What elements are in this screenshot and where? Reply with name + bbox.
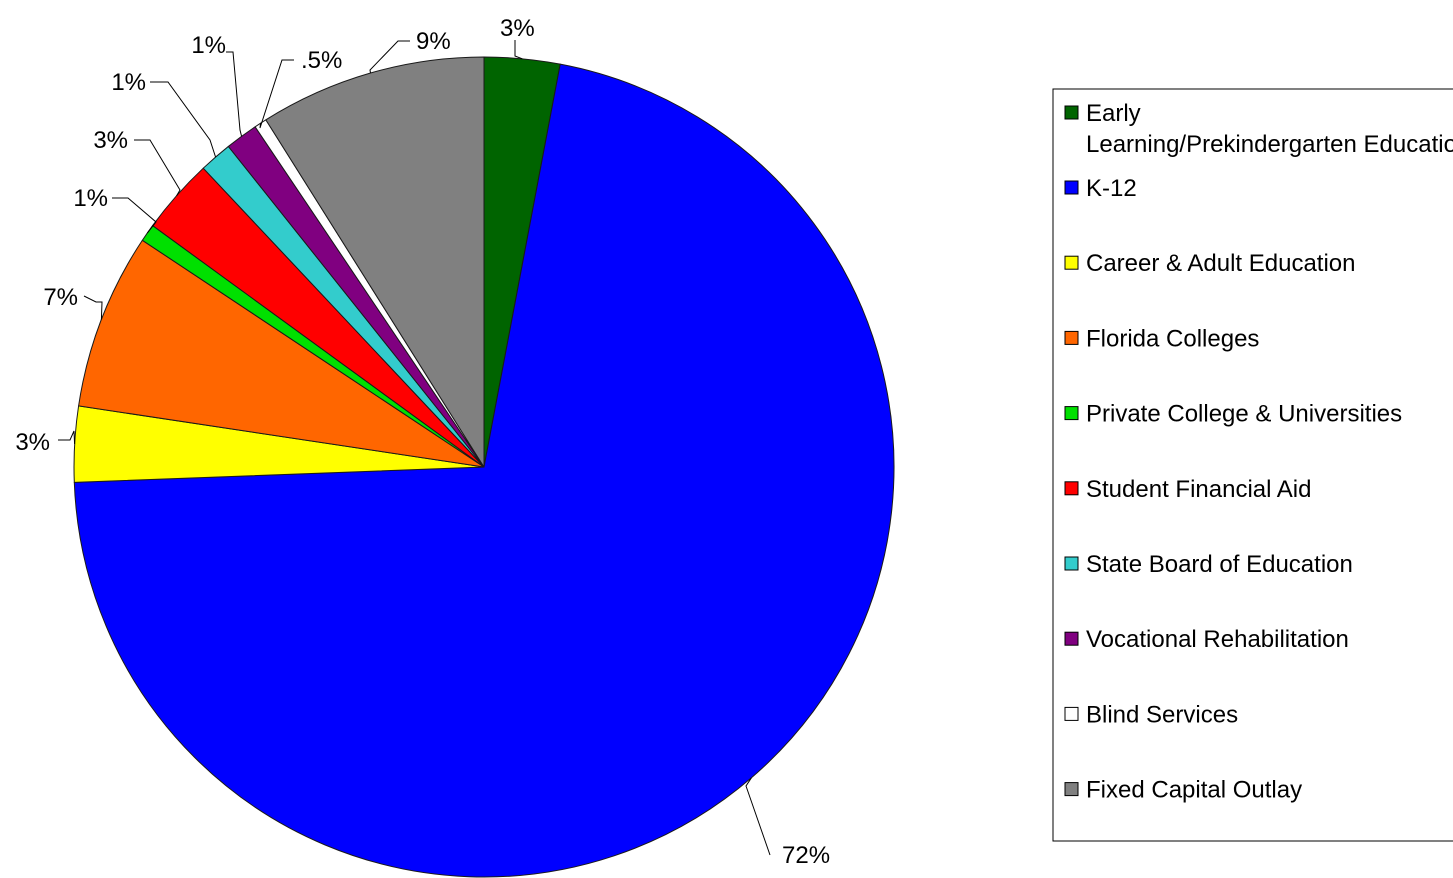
legend-swatch-vocational-rehabilitation — [1064, 631, 1079, 646]
legend-swatch-florida-colleges — [1064, 330, 1079, 345]
data-label-early-learning-prekindergarten-education: 3% — [500, 15, 535, 42]
leader-line-fixed-capital-outlay — [369, 40, 410, 74]
legend-swatch-fixed-capital-outlay — [1064, 782, 1079, 797]
pie-data-labels: 3% 72% 3% 7% 1% 3% 1% 1% .5% 9% — [15, 15, 830, 869]
leader-line-vocational-rehabilitation — [226, 51, 243, 137]
leader-line-blind-services — [259, 59, 294, 129]
pie-slice-fixed-capital-outlay — [265, 56, 485, 468]
legend-label-k-12: K-12 — [1086, 175, 1137, 202]
legend-swatch-student-financial-aid — [1064, 481, 1079, 496]
data-label-state-board-of-education: 1% — [111, 69, 146, 96]
legend: Early Learning/Prekindergarten Education K… — [1052, 88, 1453, 842]
pie-slice-florida-colleges — [78, 239, 485, 468]
legend-label-student-financial-aid: Student Financial Aid — [1086, 476, 1311, 503]
pie-slices — [73, 56, 895, 878]
leader-line-career-and-adult-education — [58, 430, 76, 445]
data-label-vocational-rehabilitation: 1% — [191, 32, 226, 59]
legend-label-florida-colleges: Florida Colleges — [1086, 325, 1259, 352]
leader-line-florida-colleges — [83, 295, 103, 320]
legend-label-vocational-rehabilitation: Vocational Rehabilitation — [1086, 626, 1349, 653]
legend-swatch-state-board-of-education — [1064, 556, 1079, 571]
legend-label-blind-services: Blind Services — [1086, 701, 1238, 728]
legend-label-private-college-and-universities: Private College & Universities — [1086, 401, 1402, 428]
legend-label-early-learning-prekindergarten-education: Early Learning/Prekindergarten Education — [1086, 100, 1453, 158]
leader-line-state-board-of-education — [150, 81, 217, 158]
data-label-private-college-and-universities: 1% — [73, 185, 108, 212]
data-label-fixed-capital-outlay: 9% — [416, 28, 451, 55]
legend-label-state-board-of-education: State Board of Education — [1086, 551, 1353, 578]
data-label-career-and-adult-education: 3% — [15, 429, 50, 456]
data-label-k-12: 72% — [782, 842, 830, 869]
legend-swatch-private-college-and-universities — [1064, 406, 1079, 421]
legend-swatch-k-12 — [1064, 180, 1079, 195]
pie-slice-k-12 — [73, 63, 895, 878]
legend-label-fixed-capital-outlay: Fixed Capital Outlay — [1086, 777, 1302, 804]
data-label-florida-colleges: 7% — [43, 284, 78, 311]
legend-swatch-blind-services — [1064, 706, 1079, 721]
leader-line-private-college-and-universities — [112, 197, 157, 234]
pie-leader-lines — [58, 40, 771, 856]
data-label-student-financial-aid: 3% — [93, 127, 128, 154]
data-label-blind-services: .5% — [301, 47, 342, 74]
legend-frame — [1052, 88, 1453, 842]
legend-swatch-career-and-adult-education — [1064, 255, 1079, 270]
leader-line-student-financial-aid — [134, 139, 181, 196]
leader-line-k-12 — [745, 777, 771, 856]
legend-label-career-and-adult-education: Career & Adult Education — [1086, 250, 1356, 277]
legend-swatch-early-learning-prekindergarten-education — [1064, 105, 1079, 120]
leader-line-early-learning-prekindergarten-education — [514, 40, 523, 60]
